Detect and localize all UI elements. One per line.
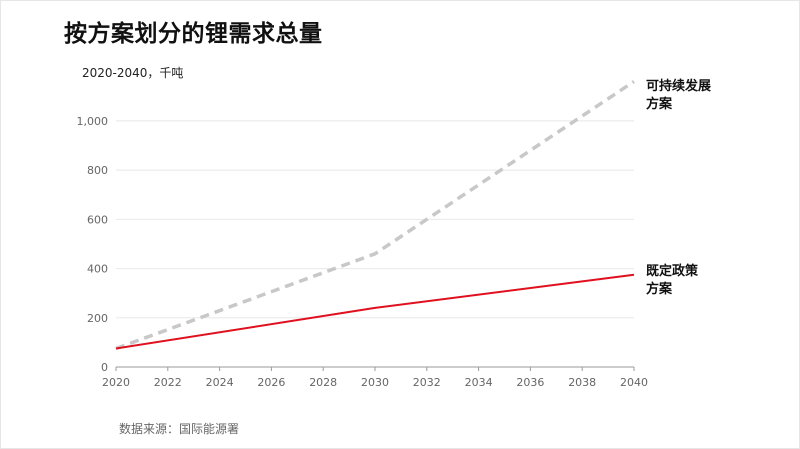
y-tick-label: 600: [87, 213, 108, 226]
x-axis-ticks: 2020 2022 2024 2026 2028 2030 2032 2034 2036 2038…: [102, 367, 648, 389]
y-tick-label: 800: [87, 164, 108, 177]
series-label-stated-policies: 既定政策: [646, 263, 699, 279]
x-tick-label: 2028: [309, 376, 337, 389]
series-line-sustainable: [115, 80, 635, 351]
x-tick-label: 2036: [516, 376, 544, 389]
x-tick-label: 2040: [620, 376, 648, 389]
chart-title: 按方案划分的锂需求总量: [64, 21, 323, 47]
y-tick-label: 400: [87, 263, 108, 276]
series-line-stated-policies: [115, 273, 635, 350]
chart-subtitle: 2020-2040，千吨: [82, 66, 184, 80]
series-label-sustainable: 可持续发展: [646, 78, 712, 94]
y-tick-label: 200: [87, 312, 108, 325]
x-tick-label: 2034: [465, 376, 493, 389]
data-source: 数据来源：国际能源署: [119, 422, 240, 436]
series-lines: [115, 80, 635, 351]
x-tick-label: 2026: [257, 376, 285, 389]
x-tick-label: 2038: [568, 376, 596, 389]
y-tick-label: 0: [101, 361, 108, 374]
series-label-stated-policies: 方案: [646, 281, 673, 297]
x-tick-label: 2024: [206, 376, 234, 389]
x-tick-label: 2022: [154, 376, 182, 389]
gridlines: [116, 120, 634, 368]
x-tick-label: 2020: [102, 376, 130, 389]
y-axis-ticks: 0 200 400 600 800 1,000: [77, 115, 109, 374]
series-label-sustainable: 方案: [646, 96, 673, 112]
y-tick-label: 1,000: [77, 115, 109, 128]
x-tick-label: 2032: [413, 376, 441, 389]
x-tick-label: 2030: [361, 376, 389, 389]
